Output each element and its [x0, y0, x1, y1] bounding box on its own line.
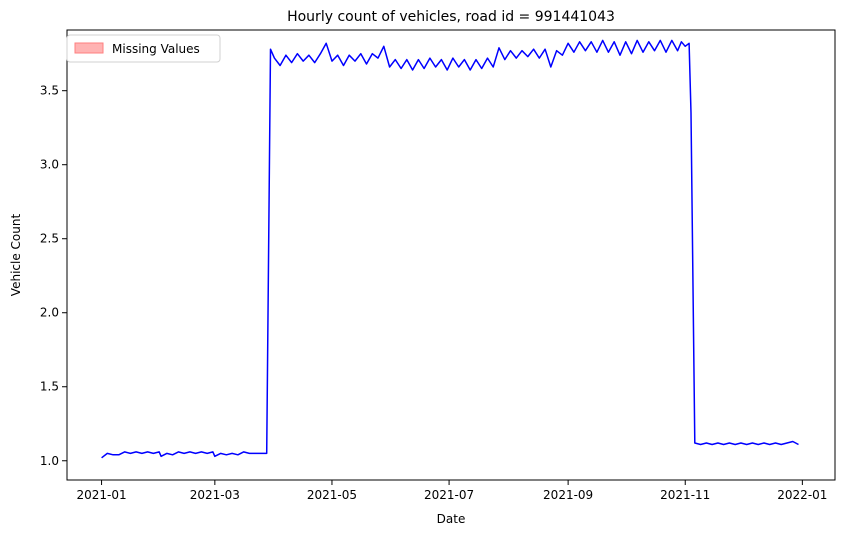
x-tick-label: 2021-07	[424, 488, 474, 502]
series-line	[101, 39, 799, 459]
legend-frame	[66, 34, 221, 63]
x-tick-label: 2021-11	[660, 488, 710, 502]
x-tick-label: 2021-01	[76, 488, 126, 502]
chart-title: Hourly count of vehicles, road id = 9914…	[287, 9, 615, 25]
plot-area	[66, 29, 836, 481]
y-tick-label: 2.5	[40, 232, 59, 246]
legend-label-missing-values: Missing Values	[112, 42, 200, 56]
legend-swatch-missing-values	[74, 42, 104, 54]
x-tick-label: 2021-09	[543, 488, 593, 502]
y-axis-ticks: 1.0 1.5 2.0 2.5 3.0 3.5	[40, 84, 67, 468]
y-tick-label: 1.0	[40, 454, 59, 468]
y-tick-label: 3.0	[40, 158, 59, 172]
y-axis-label: Vehicle Count	[9, 214, 23, 297]
x-tick-label: 2021-03	[190, 488, 240, 502]
y-tick-label: 2.0	[40, 306, 59, 320]
x-tick-label: 2022-01	[777, 488, 827, 502]
x-tick-label: 2021-05	[307, 488, 357, 502]
y-tick-label: 3.5	[40, 84, 59, 98]
legend: Missing Values	[66, 34, 221, 63]
y-tick-label: 1.5	[40, 380, 59, 394]
x-axis-ticks: 2021-01 2021-03 2021-05 2021-07 2021-09 2021-…	[76, 480, 827, 502]
x-axis-label: Date	[437, 512, 466, 526]
